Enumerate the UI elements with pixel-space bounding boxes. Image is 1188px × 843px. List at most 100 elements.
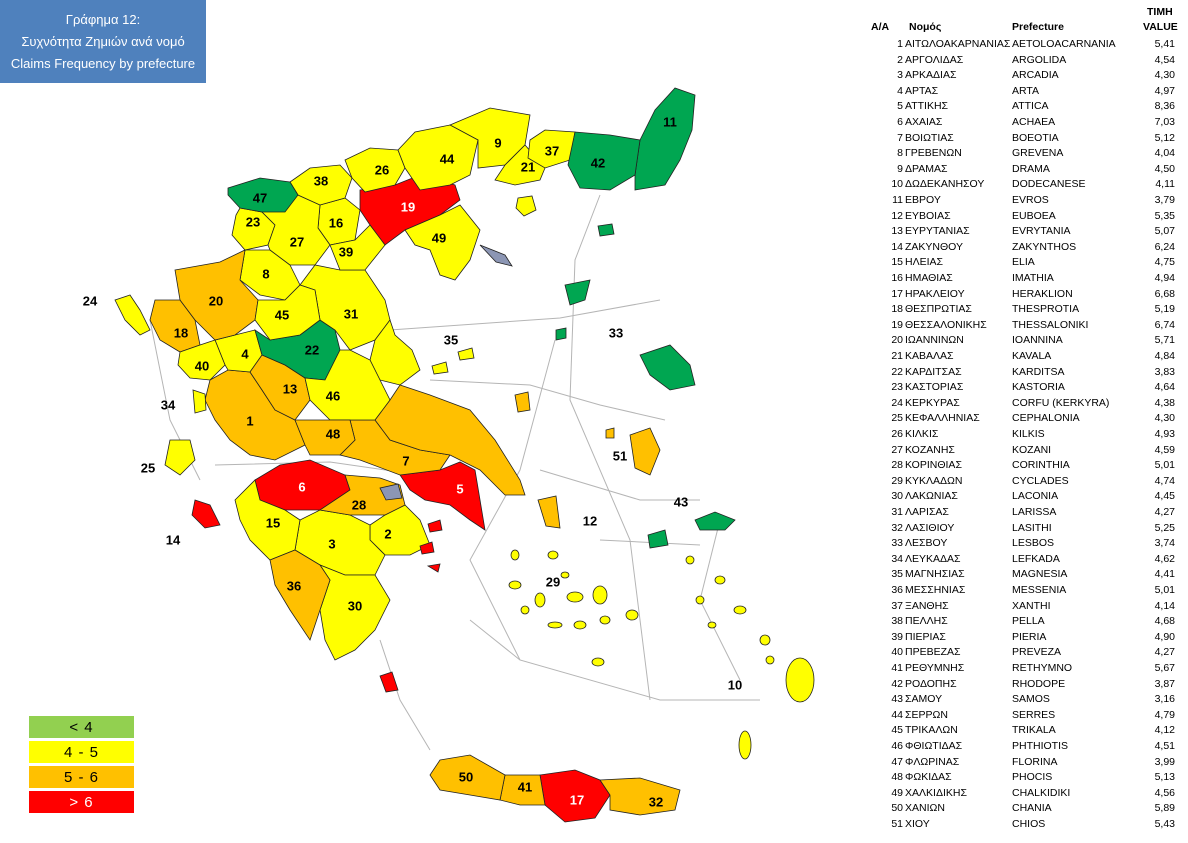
row-prefecture: EUBOEA <box>1012 209 1056 222</box>
row-value: 7,03 <box>1154 116 1175 128</box>
map-label: 12 <box>583 513 597 528</box>
row-name-greek: ΤΡΙΚΑΛΩΝ <box>905 724 958 737</box>
row-name-greek: ΑΡΚΑΔΙΑΣ <box>905 69 957 82</box>
table-row: 45 ΤΡΙΚΑΛΩΝ TRIKALA 4,12 <box>860 724 1188 739</box>
row-number: 18 <box>891 303 903 316</box>
row-prefecture: FLORINA <box>1012 755 1058 768</box>
row-prefecture: ELIA <box>1012 256 1035 269</box>
row-name-greek: ΧΙΟΥ <box>905 818 930 830</box>
table-row: 35 ΜΑΓΝΗΣΙΑΣ MAGNESIA 4,41 <box>860 568 1188 583</box>
table-row: 36 ΜΕΣΣΗΝΙΑΣ MESSENIA 5,01 <box>860 584 1188 599</box>
row-number: 15 <box>891 256 903 269</box>
row-prefecture: KARDITSA <box>1012 365 1065 378</box>
table-row: 3 ΑΡΚΑΔΙΑΣ ARCADIA 4,30 <box>860 69 1188 84</box>
row-name-greek: ΑΙΤΩΛΟΑΚΑΡΝΑΝΙΑΣ <box>905 38 1011 50</box>
map-label: 36 <box>287 578 301 593</box>
row-prefecture: LEFKADA <box>1012 552 1060 565</box>
table-row: 29 ΚΥΚΛΑΔΩΝ CYCLADES 4,74 <box>860 475 1188 490</box>
table-row: 5 ΑΤΤΙΚΗΣ ATTICA 8,36 <box>860 100 1188 115</box>
map-label: 16 <box>329 215 343 230</box>
island-cyclades <box>547 550 559 560</box>
row-number: 37 <box>891 599 903 612</box>
sea-boundary-line <box>379 639 431 751</box>
row-name-greek: ΚΥΚΛΑΔΩΝ <box>905 474 963 487</box>
map-label: 4 <box>241 346 249 361</box>
table-row: 19 ΘΕΣΣΑΛΟΝΙΚΗΣ THESSALONIKI 6,74 <box>860 319 1188 334</box>
row-number: 43 <box>891 693 903 706</box>
map-label: 34 <box>161 397 176 412</box>
prefecture-magnesia <box>457 347 475 361</box>
table-row: 38 ΠΕΛΛΗΣ PELLA 4,68 <box>860 615 1188 630</box>
row-prefecture: SERRES <box>1012 708 1056 721</box>
prefecture-trikala <box>254 284 321 341</box>
prefecture-cephalonia <box>164 439 196 476</box>
prefecture-chios <box>629 427 661 476</box>
map-label: 6 <box>298 479 305 494</box>
unassigned-area <box>379 483 403 501</box>
row-name-greek: ΣΕΡΡΩΝ <box>905 708 948 721</box>
header-value-gr: ΤΙΜΗ <box>1147 6 1173 18</box>
row-value: 5,13 <box>1154 771 1175 784</box>
prefecture-zakynthos <box>191 499 221 529</box>
row-number: 49 <box>891 786 903 799</box>
row-number: 38 <box>891 615 903 628</box>
prefecture-euboea <box>537 495 561 529</box>
table-row: 12 ΕΥΒΟΙΑΣ EUBOEA 5,35 <box>860 210 1188 225</box>
row-value: 5,12 <box>1154 131 1175 144</box>
row-name-greek: ΚΟΖΑΝΗΣ <box>905 443 955 456</box>
prefecture-elia <box>234 479 301 561</box>
row-name-greek: ΑΡΓΟΛΙΔΑΣ <box>905 53 964 66</box>
map-label: 41 <box>518 779 532 794</box>
row-prefecture: PELLA <box>1012 615 1045 628</box>
row-value: 4,84 <box>1154 350 1175 362</box>
row-name-greek: ΒΟΙΩΤΙΑΣ <box>905 131 954 144</box>
row-number: 50 <box>891 802 903 815</box>
row-value: 4,74 <box>1154 474 1175 487</box>
row-value: 3,16 <box>1154 693 1175 706</box>
table-row: 41 ΡΕΘΥΜΝΗΣ RETHYMNO 5,67 <box>860 662 1188 677</box>
row-number: 51 <box>891 818 903 830</box>
island-cyclades <box>560 571 570 579</box>
row-number: 16 <box>891 272 903 284</box>
row-prefecture: ATTICA <box>1012 100 1049 113</box>
island-cyclades <box>592 585 608 605</box>
map-label: 50 <box>459 769 473 784</box>
table-row: 28 ΚΟΡΙΝΘΙΑΣ CORINTHIA 5,01 <box>860 459 1188 474</box>
row-prefecture: KILKIS <box>1012 428 1045 440</box>
prefecture-evros <box>634 87 696 191</box>
row-number: 28 <box>891 459 903 472</box>
map-label: 5 <box>456 481 463 496</box>
table-row: 24 ΚΕΡΚΥΡΑΣ CORFU (KERKYRA) 4,38 <box>860 397 1188 412</box>
row-prefecture: PHOCIS <box>1012 771 1053 784</box>
row-number: 8 <box>897 147 903 160</box>
map-label: 35 <box>444 332 458 347</box>
header-prefecture: Prefecture <box>1012 21 1064 33</box>
prefecture-lesbos <box>639 344 696 391</box>
prefecture-serres <box>397 124 479 191</box>
table-row: 31 ΛΑΡΙΣΑΣ LARISSA 4,27 <box>860 506 1188 521</box>
row-value: 4,11 <box>1155 178 1175 191</box>
row-number: 36 <box>891 584 903 596</box>
table-row: 43 ΣΑΜΟΥ SAMOS 3,16 <box>860 693 1188 708</box>
row-name-greek: ΔΩΔΕΚΑΝΗΣΟΥ <box>905 178 985 191</box>
row-number: 9 <box>897 162 903 175</box>
island-dodecanese <box>738 730 752 760</box>
island-cyclades <box>599 615 611 625</box>
row-value: 8,36 <box>1154 100 1175 113</box>
row-prefecture: PHTHIOTIS <box>1012 740 1069 752</box>
row-prefecture: ARTA <box>1012 84 1040 97</box>
row-number: 48 <box>891 771 903 784</box>
prefecture-samos <box>694 511 736 531</box>
prefecture-samos <box>647 529 669 549</box>
island-dodecanese <box>685 555 695 565</box>
prefecture-kavala <box>515 195 537 217</box>
row-name-greek: ΧΑΛΚΙΔΙΚΗΣ <box>905 786 967 799</box>
prefecture-chios <box>605 427 615 439</box>
table-row: 4 ΑΡΤΑΣ ARTA 4,97 <box>860 85 1188 100</box>
row-number: 17 <box>891 287 903 300</box>
prefecture-attica <box>379 671 399 693</box>
row-name-greek: ΣΑΜΟΥ <box>905 693 943 706</box>
legend-item: 4 - 5 <box>29 741 134 763</box>
title-line-1: Γράφημα 12: <box>65 11 141 27</box>
map-label: 45 <box>275 307 289 322</box>
